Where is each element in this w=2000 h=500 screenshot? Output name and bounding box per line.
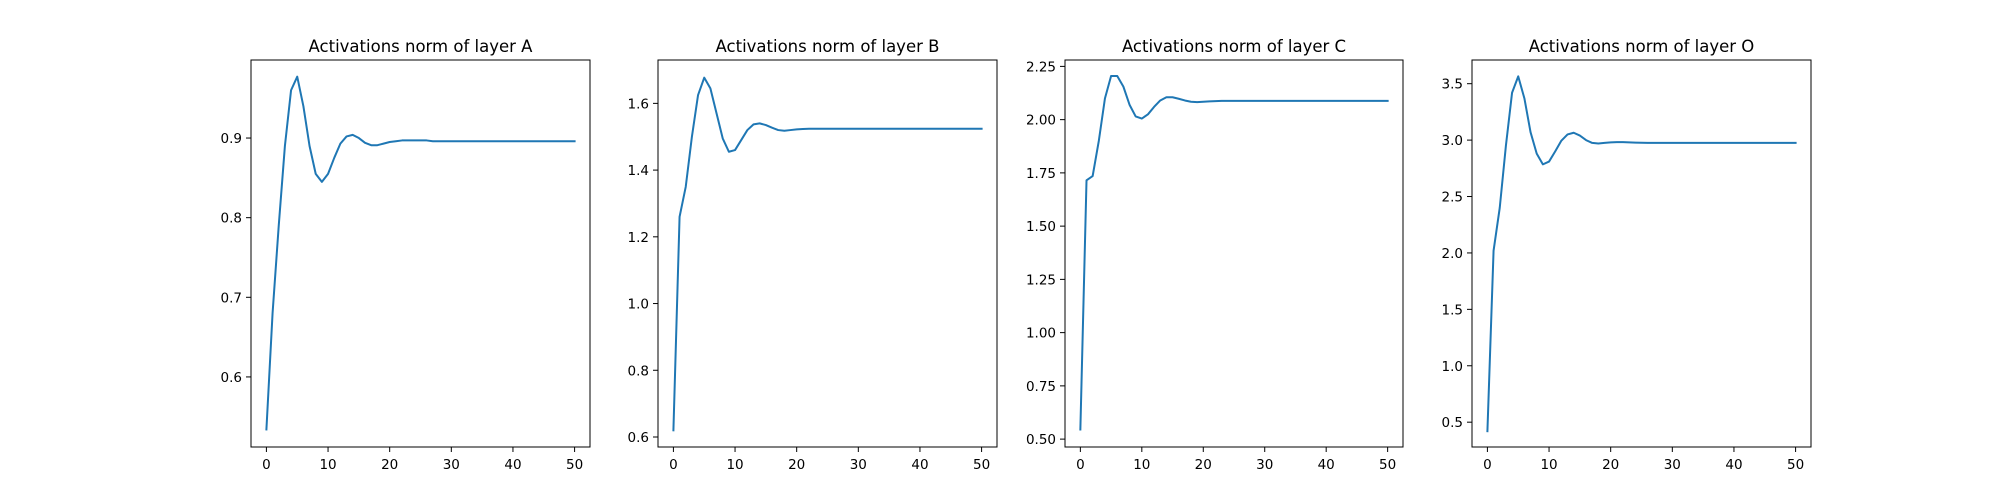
y-tick-label: 2.25 [1026,59,1056,75]
y-tick-label: 1.4 [628,163,649,179]
y-tick-label: 2.00 [1026,113,1056,129]
x-tick-label: 50 [1787,457,1804,473]
y-tick-label: 2.5 [1442,190,1463,206]
x-tick-label: 0 [1483,457,1492,473]
y-tick-label: 0.6 [221,370,242,386]
y-tick-label: 0.6 [628,430,649,446]
x-tick-label: 30 [850,457,867,473]
y-tick-label: 1.00 [1026,326,1056,342]
y-tick-label: 1.75 [1026,166,1056,182]
x-tick-label: 20 [788,457,805,473]
x-tick-label: 10 [726,457,743,473]
series-line [1487,76,1795,431]
x-tick-label: 10 [319,457,336,473]
y-tick-label: 0.50 [1026,432,1056,448]
series-line [673,78,981,431]
y-tick-label: 1.2 [628,230,649,246]
subplot-2: 0 10 20 30 40 50 0.6 0.8 1.0 1.2 1.4 1.6 Activations… [628,37,997,473]
x-tick-label: 30 [1256,457,1273,473]
y-tick-label: 0.8 [221,211,242,227]
x-tick-label: 40 [1318,457,1335,473]
x-tick-label: 20 [381,457,398,473]
y-tick-label: 2.0 [1442,246,1463,262]
y-tick-label: 0.5 [1442,415,1463,431]
chart-title: Activations norm of layer B [716,37,940,56]
x-tick-label: 30 [1664,457,1681,473]
chart-title: Activations norm of layer C [1122,37,1346,56]
subplot-4: 0 10 20 30 40 50 0.5 1.0 1.5 2.0 2.5 3.0 3.5 Activati… [1442,37,1811,473]
x-tick-label: 10 [1540,457,1557,473]
subplot-3: 0 10 20 30 40 50 0.50 0.75 1.00 1.25 1.50 1.75 2.00 2… [1026,37,1403,473]
axes-frame [1065,60,1403,447]
x-tick-label: 40 [504,457,521,473]
axes-frame [251,60,590,447]
chart-title: Activations norm of layer O [1529,37,1755,56]
y-tick-label: 1.50 [1026,219,1056,235]
y-tick-label: 0.75 [1026,379,1056,395]
axes-frame [1472,60,1811,447]
y-tick-label: 3.5 [1442,77,1463,93]
y-tick-label: 1.6 [628,96,649,112]
x-tick-label: 0 [262,457,271,473]
y-tick-label: 0.7 [221,290,242,306]
x-tick-label: 20 [1195,457,1212,473]
x-tick-label: 10 [1133,457,1150,473]
y-tick-label: 1.0 [628,297,649,313]
series-line [1080,76,1387,430]
y-tick-label: 1.0 [1442,359,1463,375]
x-tick-label: 0 [669,457,678,473]
x-tick-label: 40 [1725,457,1742,473]
chart-title: Activations norm of layer A [309,37,534,56]
x-tick-label: 50 [1379,457,1396,473]
axes-frame [658,60,997,447]
series-line [266,77,574,430]
y-tick-label: 0.8 [628,363,649,379]
subplot-1: 0 10 20 30 40 50 0.6 0.7 0.8 0.9 Activations norm … [221,37,590,473]
y-tick-label: 1.5 [1442,302,1463,318]
y-tick-label: 3.0 [1442,133,1463,149]
x-tick-label: 20 [1602,457,1619,473]
x-tick-label: 50 [566,457,583,473]
x-tick-label: 40 [911,457,928,473]
y-tick-label: 0.9 [221,131,242,147]
x-tick-label: 30 [443,457,460,473]
x-tick-label: 50 [973,457,990,473]
y-tick-label: 1.25 [1026,272,1056,288]
x-tick-label: 0 [1076,457,1085,473]
